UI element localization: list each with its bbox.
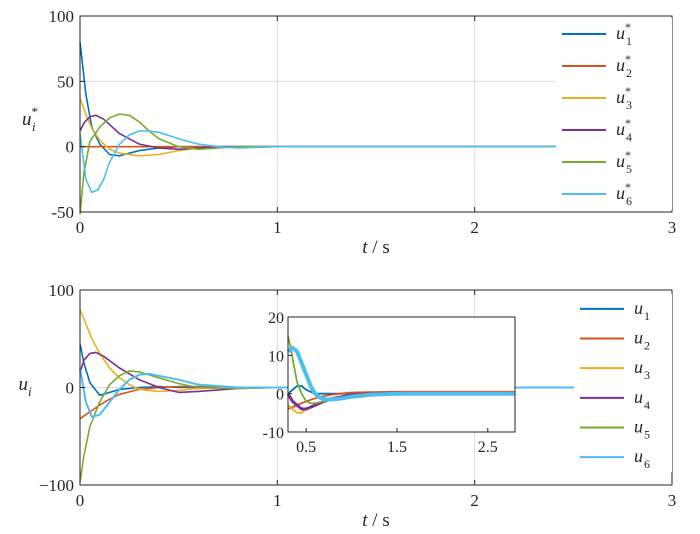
inset-background bbox=[288, 317, 515, 432]
legend-label-u4: u4 bbox=[634, 387, 650, 412]
inset-x-tick-label: 0.5 bbox=[296, 439, 316, 456]
legend-label-sub: 1 bbox=[644, 309, 650, 323]
legend-box bbox=[574, 294, 672, 472]
legend-label-u5: u5 bbox=[634, 417, 650, 442]
inset-frame bbox=[287, 316, 516, 433]
inset-x-tick-label: 2.5 bbox=[478, 439, 498, 456]
legend-label-u3: u3 bbox=[634, 357, 650, 382]
legend-label-sub: 3 bbox=[644, 368, 650, 382]
x-axis-label: t / s bbox=[362, 510, 389, 531]
legend-label-sup: * bbox=[625, 84, 631, 98]
series-line-u5 bbox=[79, 370, 672, 483]
series-line-u6 bbox=[79, 367, 672, 418]
x-axis-label-var: t bbox=[362, 237, 368, 258]
legend-label-sub: 5 bbox=[644, 428, 650, 442]
legend-label-sup: * bbox=[625, 116, 631, 130]
legend-label-sub: 5 bbox=[626, 162, 632, 176]
legend-label-base: u bbox=[616, 151, 625, 171]
legend-label-u5-star: u* 5 bbox=[616, 148, 632, 176]
legend-label-sub: 4 bbox=[644, 398, 650, 412]
legend-label-sup: * bbox=[625, 20, 631, 34]
y-tick-label: −100 bbox=[39, 476, 74, 495]
legend-label-base: u bbox=[616, 183, 625, 203]
inset-x-tick-label: 1.5 bbox=[387, 439, 407, 456]
inset-series-line-u2 bbox=[287, 390, 515, 410]
y-axis-label-base: u bbox=[18, 374, 28, 395]
x-tick-label: 1 bbox=[273, 218, 282, 237]
x-tick-label: 2 bbox=[470, 218, 479, 237]
legend-label-base: u bbox=[634, 387, 643, 407]
legend-label-base: u bbox=[616, 55, 625, 75]
legend-label-base: u bbox=[616, 119, 625, 139]
legend-label-base: u bbox=[634, 328, 643, 348]
y-axis-label-sub: i bbox=[32, 119, 36, 134]
y-tick-label: 100 bbox=[49, 281, 75, 300]
y-tick-label: 100 bbox=[49, 7, 75, 26]
inset-y-tick-label: -10 bbox=[263, 425, 284, 442]
legend-label-sup: * bbox=[625, 148, 631, 162]
inset-y-tick-label: 10 bbox=[268, 348, 284, 365]
x-axis-label: t / s bbox=[362, 237, 389, 258]
legend-label-sup: * bbox=[625, 180, 631, 194]
legend: u* 1u* 2u* 3u* 4u* 5u* 6 bbox=[556, 18, 672, 210]
legend-label-u2: u2 bbox=[634, 328, 650, 353]
legend-label-base: u bbox=[616, 87, 625, 107]
x-tick-label: 3 bbox=[668, 491, 677, 510]
legend-label-sub: 4 bbox=[626, 130, 632, 144]
y-tick-label: -50 bbox=[51, 203, 74, 222]
legend-label-sub: 2 bbox=[644, 339, 650, 353]
x-axis-label-unit: / s bbox=[368, 237, 390, 258]
y-tick-label: 0 bbox=[66, 138, 75, 157]
legend-label-u4-star: u* 4 bbox=[616, 116, 632, 144]
legend-label-sub: 6 bbox=[644, 457, 650, 471]
legend-label-base: u bbox=[634, 298, 643, 318]
series-line-u4-star bbox=[79, 114, 672, 151]
legend-label-u1: u1 bbox=[634, 298, 650, 323]
legend-label-base: u bbox=[634, 446, 643, 466]
y-tick-label: 0 bbox=[66, 379, 75, 398]
series-line-u5-star bbox=[79, 113, 672, 215]
x-axis-label-var: t bbox=[362, 510, 368, 531]
inset-series-line-u6 bbox=[286, 345, 515, 402]
x-tick-label: 3 bbox=[668, 218, 677, 237]
legend-label-sub: 3 bbox=[626, 98, 632, 112]
inset-y-tick-label: 0 bbox=[276, 387, 284, 404]
y-tick-label: 50 bbox=[57, 72, 74, 91]
legend-label-base: u bbox=[634, 417, 643, 437]
y-axis-label: ui bbox=[18, 374, 32, 399]
legend-box bbox=[556, 18, 672, 210]
inset-y-tick-label: 20 bbox=[268, 310, 284, 327]
legend-label-u6: u6 bbox=[634, 446, 650, 471]
x-tick-label: 0 bbox=[76, 218, 85, 237]
inset-chart: 0.5 1.5 2.5 20 10 0 -10 bbox=[263, 310, 516, 456]
y-axis-label-sup: * bbox=[32, 104, 39, 119]
legend-label-u6-star: u* 6 bbox=[616, 180, 632, 208]
y-axis-label: u* i bbox=[22, 104, 38, 134]
legend-label-sub: 1 bbox=[626, 34, 632, 48]
legend-label-u3-star: u* 3 bbox=[616, 84, 632, 112]
x-tick-label: 2 bbox=[470, 491, 479, 510]
legend-label-sub: 6 bbox=[626, 194, 632, 208]
legend-label-sub: 2 bbox=[626, 66, 632, 80]
x-tick-label: 1 bbox=[273, 491, 282, 510]
legend-label-u2-star: u* 2 bbox=[616, 52, 632, 80]
x-tick-label: 0 bbox=[76, 491, 85, 510]
legend-label-base: u bbox=[616, 23, 625, 43]
y-axis-label-base: u bbox=[22, 109, 32, 130]
legend-label-u1-star: u* 1 bbox=[616, 20, 632, 48]
legend-label-base: u bbox=[634, 357, 643, 377]
y-axis-label-sub: i bbox=[28, 384, 32, 399]
series-line-u6-star bbox=[79, 130, 672, 194]
legend-label-sup: * bbox=[625, 52, 631, 66]
x-axis-label-unit: / s bbox=[368, 510, 390, 531]
